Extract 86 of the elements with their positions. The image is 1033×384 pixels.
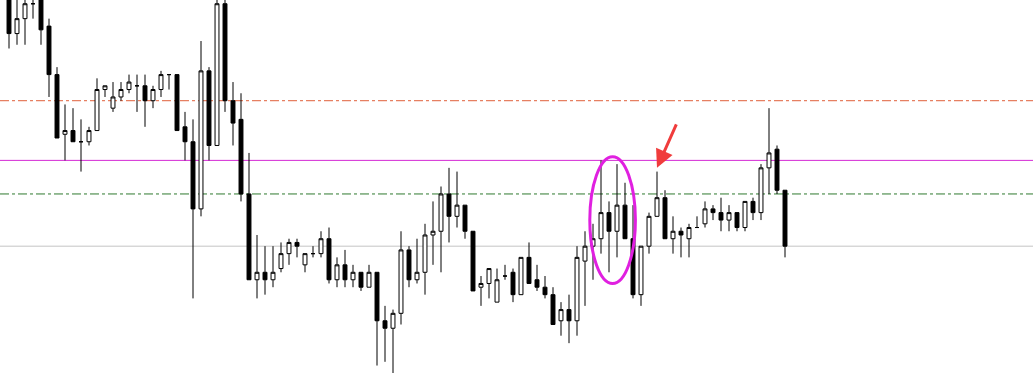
candlestick: [278, 241, 284, 273]
candlestick: [446, 167, 452, 243]
candlestick: [470, 230, 476, 292]
candlestick: [38, 0, 44, 46]
candlestick: [622, 182, 628, 240]
candlestick: [390, 309, 396, 374]
candlestick: [342, 249, 348, 288]
candlestick: [302, 253, 308, 273]
candlestick: [518, 256, 524, 296]
candlestick: [126, 74, 132, 94]
candlestick: [598, 159, 604, 255]
candlestick: [238, 92, 244, 202]
candlestick: [526, 241, 532, 284]
candlestick: [550, 286, 556, 326]
candlestick: [142, 74, 148, 128]
candlestick: [614, 163, 620, 258]
candlestick: [662, 189, 668, 240]
candlestick: [686, 223, 692, 258]
candlestick: [334, 256, 340, 288]
candlestick: [422, 223, 428, 296]
candlestick: [46, 18, 52, 98]
candlestick: [286, 238, 292, 266]
candlestick: [430, 200, 436, 266]
candlestick: [318, 230, 324, 258]
candlestick: [582, 230, 588, 307]
candlestick: [574, 245, 580, 337]
candlestick: [198, 40, 204, 217]
candlestick: [398, 230, 404, 326]
candlestick: [150, 85, 156, 109]
candlestick: [462, 204, 468, 240]
candlestick: [510, 268, 516, 303]
candlestick: [534, 264, 540, 292]
candlestick: [6, 0, 12, 49]
candlestick: [438, 186, 444, 273]
candlestick: [606, 200, 612, 273]
candlestick: [566, 294, 572, 344]
candlestick: [382, 305, 388, 363]
candlestick: [742, 200, 748, 232]
candlestick: [670, 215, 676, 255]
candlestick: [110, 81, 116, 113]
candlestick: [94, 77, 100, 132]
candlestick: [182, 111, 188, 161]
candlestick: [54, 66, 60, 139]
candlestick: [326, 227, 332, 284]
candlestick: [726, 204, 732, 232]
candlestick: [254, 234, 260, 299]
candlestick: [766, 107, 772, 195]
candlestick: [406, 245, 412, 288]
candlestick: [374, 271, 380, 367]
candlestick: [158, 70, 164, 98]
candlestick: [782, 189, 788, 258]
candlestick: [246, 152, 252, 281]
candlestick: [494, 268, 500, 303]
candlestick: [710, 204, 716, 221]
candlestick: [86, 126, 92, 146]
candlestick: [486, 268, 492, 299]
candlestick: [478, 275, 484, 307]
candlestick: [358, 271, 364, 292]
candlestick: [678, 227, 684, 258]
candlestick: [62, 103, 68, 161]
candlestick: [654, 171, 660, 217]
candlestick: [270, 245, 276, 288]
candlestick: [558, 301, 564, 337]
candlestick: [294, 238, 300, 258]
candlestick: [646, 212, 652, 255]
candlestick: [542, 275, 548, 299]
candlestick: [454, 171, 460, 229]
candlestick: [702, 200, 708, 229]
candlestick: [190, 118, 196, 299]
candlestick: [70, 107, 76, 143]
candlestick: [222, 0, 228, 113]
candlestick: [414, 238, 420, 284]
candlestick: [350, 264, 356, 288]
candlestick: [206, 66, 212, 161]
candlestick: [174, 74, 180, 132]
candlestick: [758, 163, 764, 221]
candlestick: [230, 81, 236, 146]
candlestick: [102, 85, 108, 98]
candlestick: [718, 197, 724, 232]
candlestick: [118, 81, 124, 102]
candlestick: [734, 212, 740, 232]
candlestick: [638, 245, 644, 307]
candlestick: [366, 264, 372, 288]
candlestick: [774, 144, 780, 195]
candlestick: [262, 245, 268, 296]
candlestick: [750, 197, 756, 221]
